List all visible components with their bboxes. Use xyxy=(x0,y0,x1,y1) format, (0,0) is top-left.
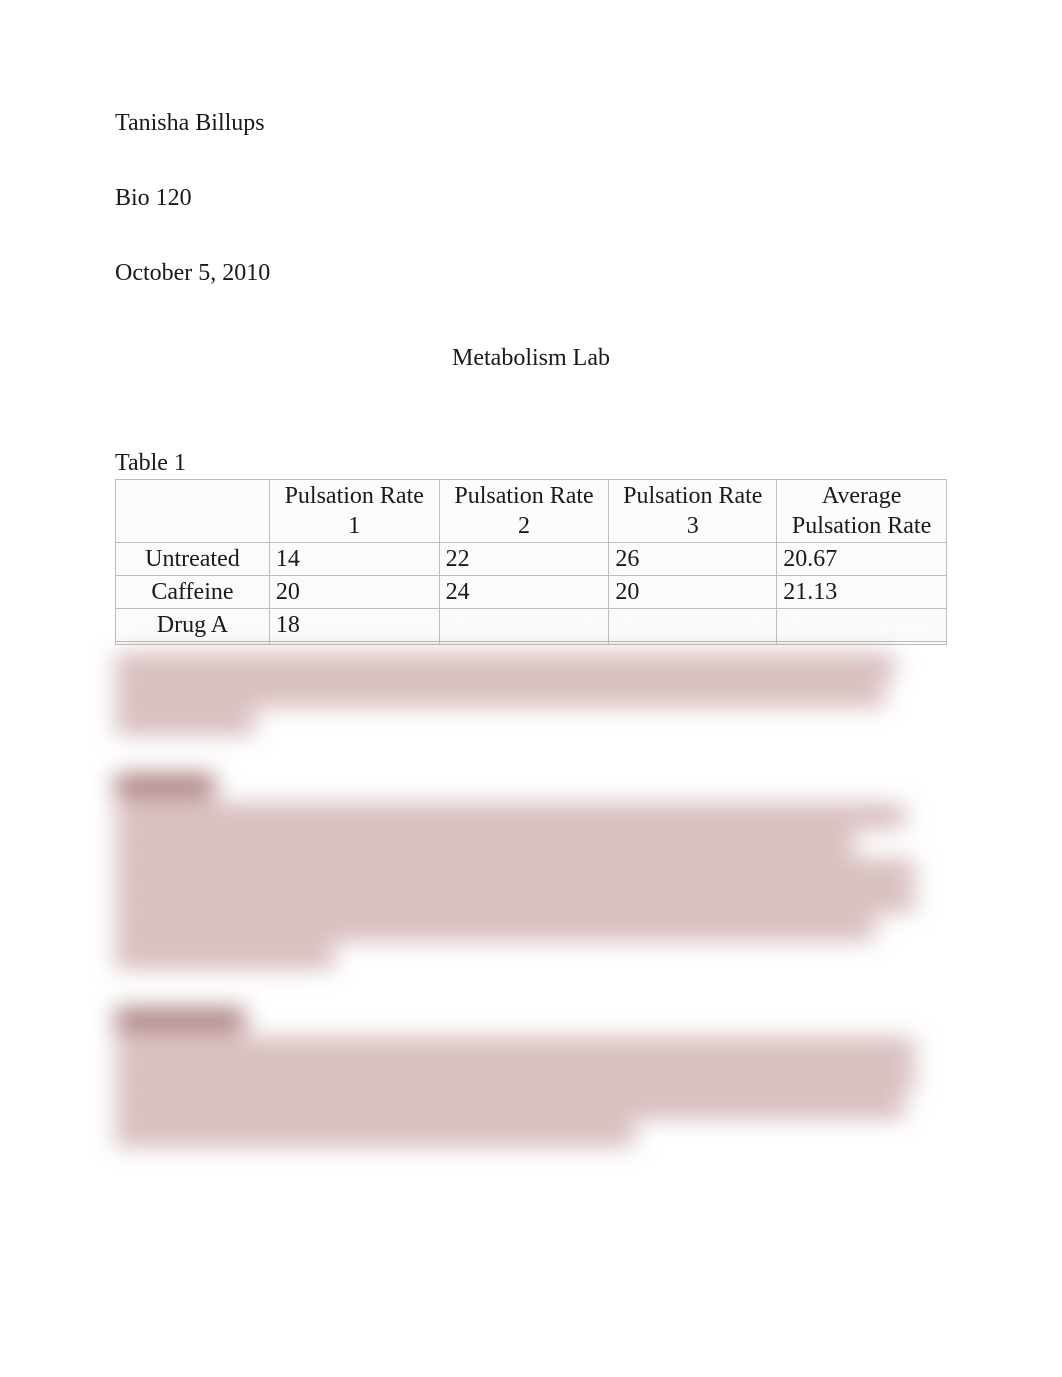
cell-value: 24 xyxy=(439,576,609,609)
page: Tanisha Billups Bio 120 October 5, 2010 … xyxy=(0,0,1062,1377)
col-header-text: 2 xyxy=(518,513,530,539)
cell-blurred xyxy=(439,642,609,645)
col-header-rate1: Pulsation Rate 1 xyxy=(269,480,439,543)
table-corner-cell xyxy=(116,480,270,543)
page-title: Metabolism Lab xyxy=(115,345,947,372)
row-label-druga: Drug A xyxy=(116,609,270,642)
cell-blurred xyxy=(609,609,777,642)
cell-blurred xyxy=(609,642,777,645)
col-header-rate3: Pulsation Rate 3 xyxy=(609,480,777,543)
cell-blurred xyxy=(269,642,439,645)
cell-value: 26 xyxy=(609,543,777,576)
col-header-text: Pulsation Rate xyxy=(792,513,931,539)
cell-value: 22 xyxy=(439,543,609,576)
col-header-text: Pulsation Rate xyxy=(285,483,424,509)
row-label-caffeine: Caffeine xyxy=(116,576,270,609)
cell-blurred xyxy=(777,609,947,642)
col-header-text: 1 xyxy=(348,513,360,539)
table-header-row: Pulsation Rate 1 Pulsation Rate 2 Pulsat… xyxy=(116,480,947,543)
document-date: October 5, 2010 xyxy=(115,260,947,287)
cell-value: 18 xyxy=(269,609,439,642)
table-row-blurred xyxy=(116,642,947,645)
col-header-text: Pulsation Rate xyxy=(454,483,593,509)
cell-blurred xyxy=(777,642,947,645)
course-code: Bio 120 xyxy=(115,185,947,212)
table-row: Untreated 14 22 26 20.67 xyxy=(116,543,947,576)
cell-value: 20 xyxy=(269,576,439,609)
cell-value: 21.13 xyxy=(777,576,947,609)
blurred-body-text xyxy=(115,655,925,1145)
author-name: Tanisha Billups xyxy=(115,110,947,137)
col-header-rate2: Pulsation Rate 2 xyxy=(439,480,609,543)
cell-value: 14 xyxy=(269,543,439,576)
col-header-text: Pulsation Rate xyxy=(623,483,762,509)
col-header-text: Average xyxy=(822,483,902,509)
table-caption: Table 1 xyxy=(115,450,947,477)
cell-value: 20.67 xyxy=(777,543,947,576)
cell-value: 20 xyxy=(609,576,777,609)
row-label-untreated: Untreated xyxy=(116,543,270,576)
row-label-blurred xyxy=(116,642,270,645)
table-row: Caffeine 20 24 20 21.13 xyxy=(116,576,947,609)
pulsation-table: Pulsation Rate 1 Pulsation Rate 2 Pulsat… xyxy=(115,479,947,645)
col-header-text: 3 xyxy=(687,513,699,539)
cell-blurred xyxy=(439,609,609,642)
table-row: Drug A 18 xyxy=(116,609,947,642)
col-header-avg: Average Pulsation Rate xyxy=(777,480,947,543)
